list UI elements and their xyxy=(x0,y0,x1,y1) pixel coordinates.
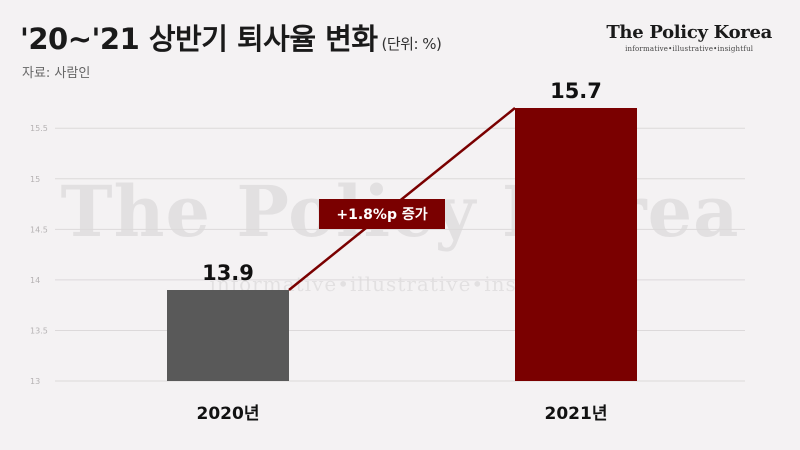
chart-title: '20~'21 상반기 퇴사율 변화 (단위: %) xyxy=(20,16,442,58)
bar xyxy=(515,108,637,381)
data-label: 13.9 xyxy=(202,261,254,285)
x-tick-label: 2020년 xyxy=(197,404,260,424)
brand-name: The Policy Korea xyxy=(606,22,772,43)
y-tick-label: 15 xyxy=(30,175,40,184)
chart-title-text: '20~'21 상반기 퇴사율 변화 xyxy=(20,22,378,56)
annotation-label: +1.8%p 증가 xyxy=(336,207,427,223)
source-label: 자료: 사람인 xyxy=(22,66,91,81)
y-tick-label: 13 xyxy=(30,377,40,386)
y-tick-label: 15.5 xyxy=(30,124,48,133)
data-label: 15.7 xyxy=(550,79,602,103)
y-tick-label: 14 xyxy=(30,276,40,285)
annotation-box xyxy=(319,199,445,229)
unit-label: (단위: %) xyxy=(381,35,442,53)
bar xyxy=(167,290,289,381)
y-tick-label: 14.5 xyxy=(30,225,48,234)
brand-tagline: informative•illustrative•insightful xyxy=(625,45,754,53)
x-tick-label: 2021년 xyxy=(545,404,608,424)
brand-logo: The Policy Korea informative•illustrativ… xyxy=(606,22,772,53)
y-tick-label: 13.5 xyxy=(30,326,48,335)
